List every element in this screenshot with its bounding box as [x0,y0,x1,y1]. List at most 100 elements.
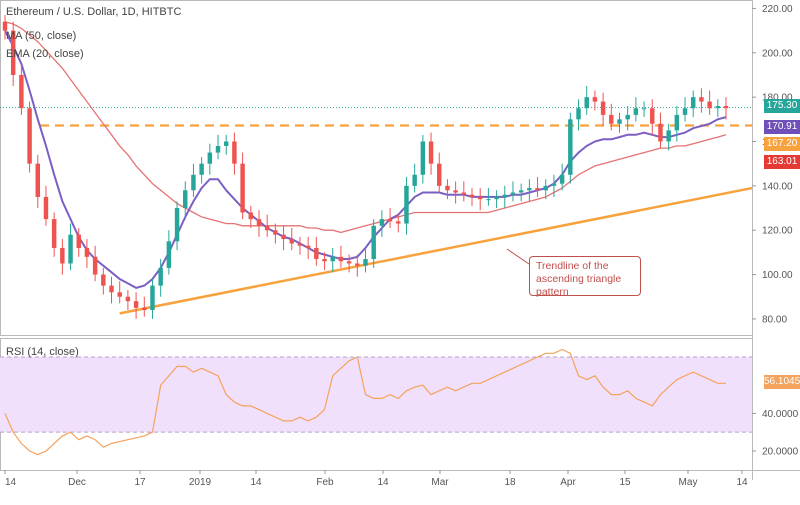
candle-body [453,190,458,193]
candle-body [477,196,483,200]
candle-body [43,196,49,220]
candle-body [494,196,499,200]
candle-body [379,219,385,226]
candle-body [84,247,90,257]
price-y-tick-label: 120.00 [762,226,793,237]
candle-body [658,123,663,142]
rsi-value-tag: 56.1045 [764,375,800,389]
candle-body [674,114,680,131]
candle-body [715,106,721,109]
candle-body [281,234,286,240]
rsi-y-tick-label: 40.0000 [762,409,799,420]
candle-body [510,192,516,195]
candle-body [256,219,262,226]
candle-body [183,190,188,209]
price-y-tick-label: 100.00 [762,270,793,281]
candle-body [535,188,540,191]
candle-body [346,261,352,264]
candle-body [469,194,475,197]
candle-body [371,225,376,260]
candle-body [641,108,647,110]
candle-body [76,234,81,248]
candle-body [396,221,401,224]
trendline-annotation: Trendline of the ascending triangle patt… [529,256,641,298]
candle-body [502,194,508,197]
candle-body [51,219,57,248]
candle-body [2,21,8,31]
candle-body [60,247,65,264]
candle-body [420,141,426,175]
candle-body [142,307,147,311]
candle-body [633,108,639,115]
candle-body [527,188,532,191]
candle-body [158,267,163,286]
x-tick-label: 14 [250,477,262,488]
ma50-legend: MA (50, close) [6,30,77,42]
candle-body [240,163,245,213]
candle-body [609,114,614,124]
ema20-legend: EMA (20, close) [6,48,84,60]
candle-body [35,163,41,197]
candle-body [215,145,221,153]
candle-body [101,274,106,286]
ma50-line [4,21,727,234]
price-y-tick-label: 80.00 [762,314,787,325]
candle-body [568,119,573,175]
x-tick-label: May [679,477,698,488]
candle-body [92,256,98,275]
x-tick-label: Apr [560,477,576,488]
candle-body [10,30,16,75]
candle-body [273,230,278,235]
candle-body [150,285,155,311]
candle-body [314,247,319,260]
candle-body [543,185,548,191]
candle-body [461,192,467,195]
candle-body [707,101,712,109]
candle-body [584,97,589,109]
candle-body [666,130,671,142]
ema20-price-tag: 170.91 [764,120,800,134]
candle-body [322,259,327,262]
candle-body [125,296,131,302]
candle-body [305,245,311,248]
resistance-price-tag: 167.20 [764,137,800,151]
annotation-leader [506,248,530,265]
x-tick-label: 14 [5,477,17,488]
x-tick-label: 17 [134,477,146,488]
x-tick-label: 14 [736,477,748,488]
candle-body [232,141,237,164]
ma50-price-tag: 163.01 [764,155,800,169]
chart-title: Ethereum / U.S. Dollar, 1D, HITBTC [6,6,182,18]
candle-body [625,114,630,120]
candle-body [207,152,213,164]
candle-body [723,106,729,109]
candle-body [551,183,557,186]
candle-body [191,174,196,191]
candle-body [289,239,294,244]
candle-body [223,141,229,146]
candle-body [592,97,598,102]
candle-body [617,119,622,124]
candle-body [576,108,581,120]
candle-body [387,219,393,222]
candle-body [248,212,254,220]
price-y-tick-label: 180.00 [762,93,793,104]
x-tick-label: 2019 [189,477,212,488]
x-tick-label: 18 [504,477,516,488]
rsi-y-tick-label: 20.0000 [762,446,799,457]
x-tick-label: 15 [619,477,631,488]
ema20-line [4,30,727,289]
candle-body [682,108,688,115]
candle-body [404,185,409,224]
ascending-trendline [119,186,753,315]
candle-body [363,259,368,266]
candle-body [330,256,335,262]
last-price-tag: 175.30 [764,99,800,113]
candle-body [428,141,434,164]
candle-body [68,234,73,264]
price-y-tick-label: 200.00 [762,48,793,59]
candle-body [412,174,417,186]
candle-body [109,285,114,293]
candle-body [650,108,655,124]
